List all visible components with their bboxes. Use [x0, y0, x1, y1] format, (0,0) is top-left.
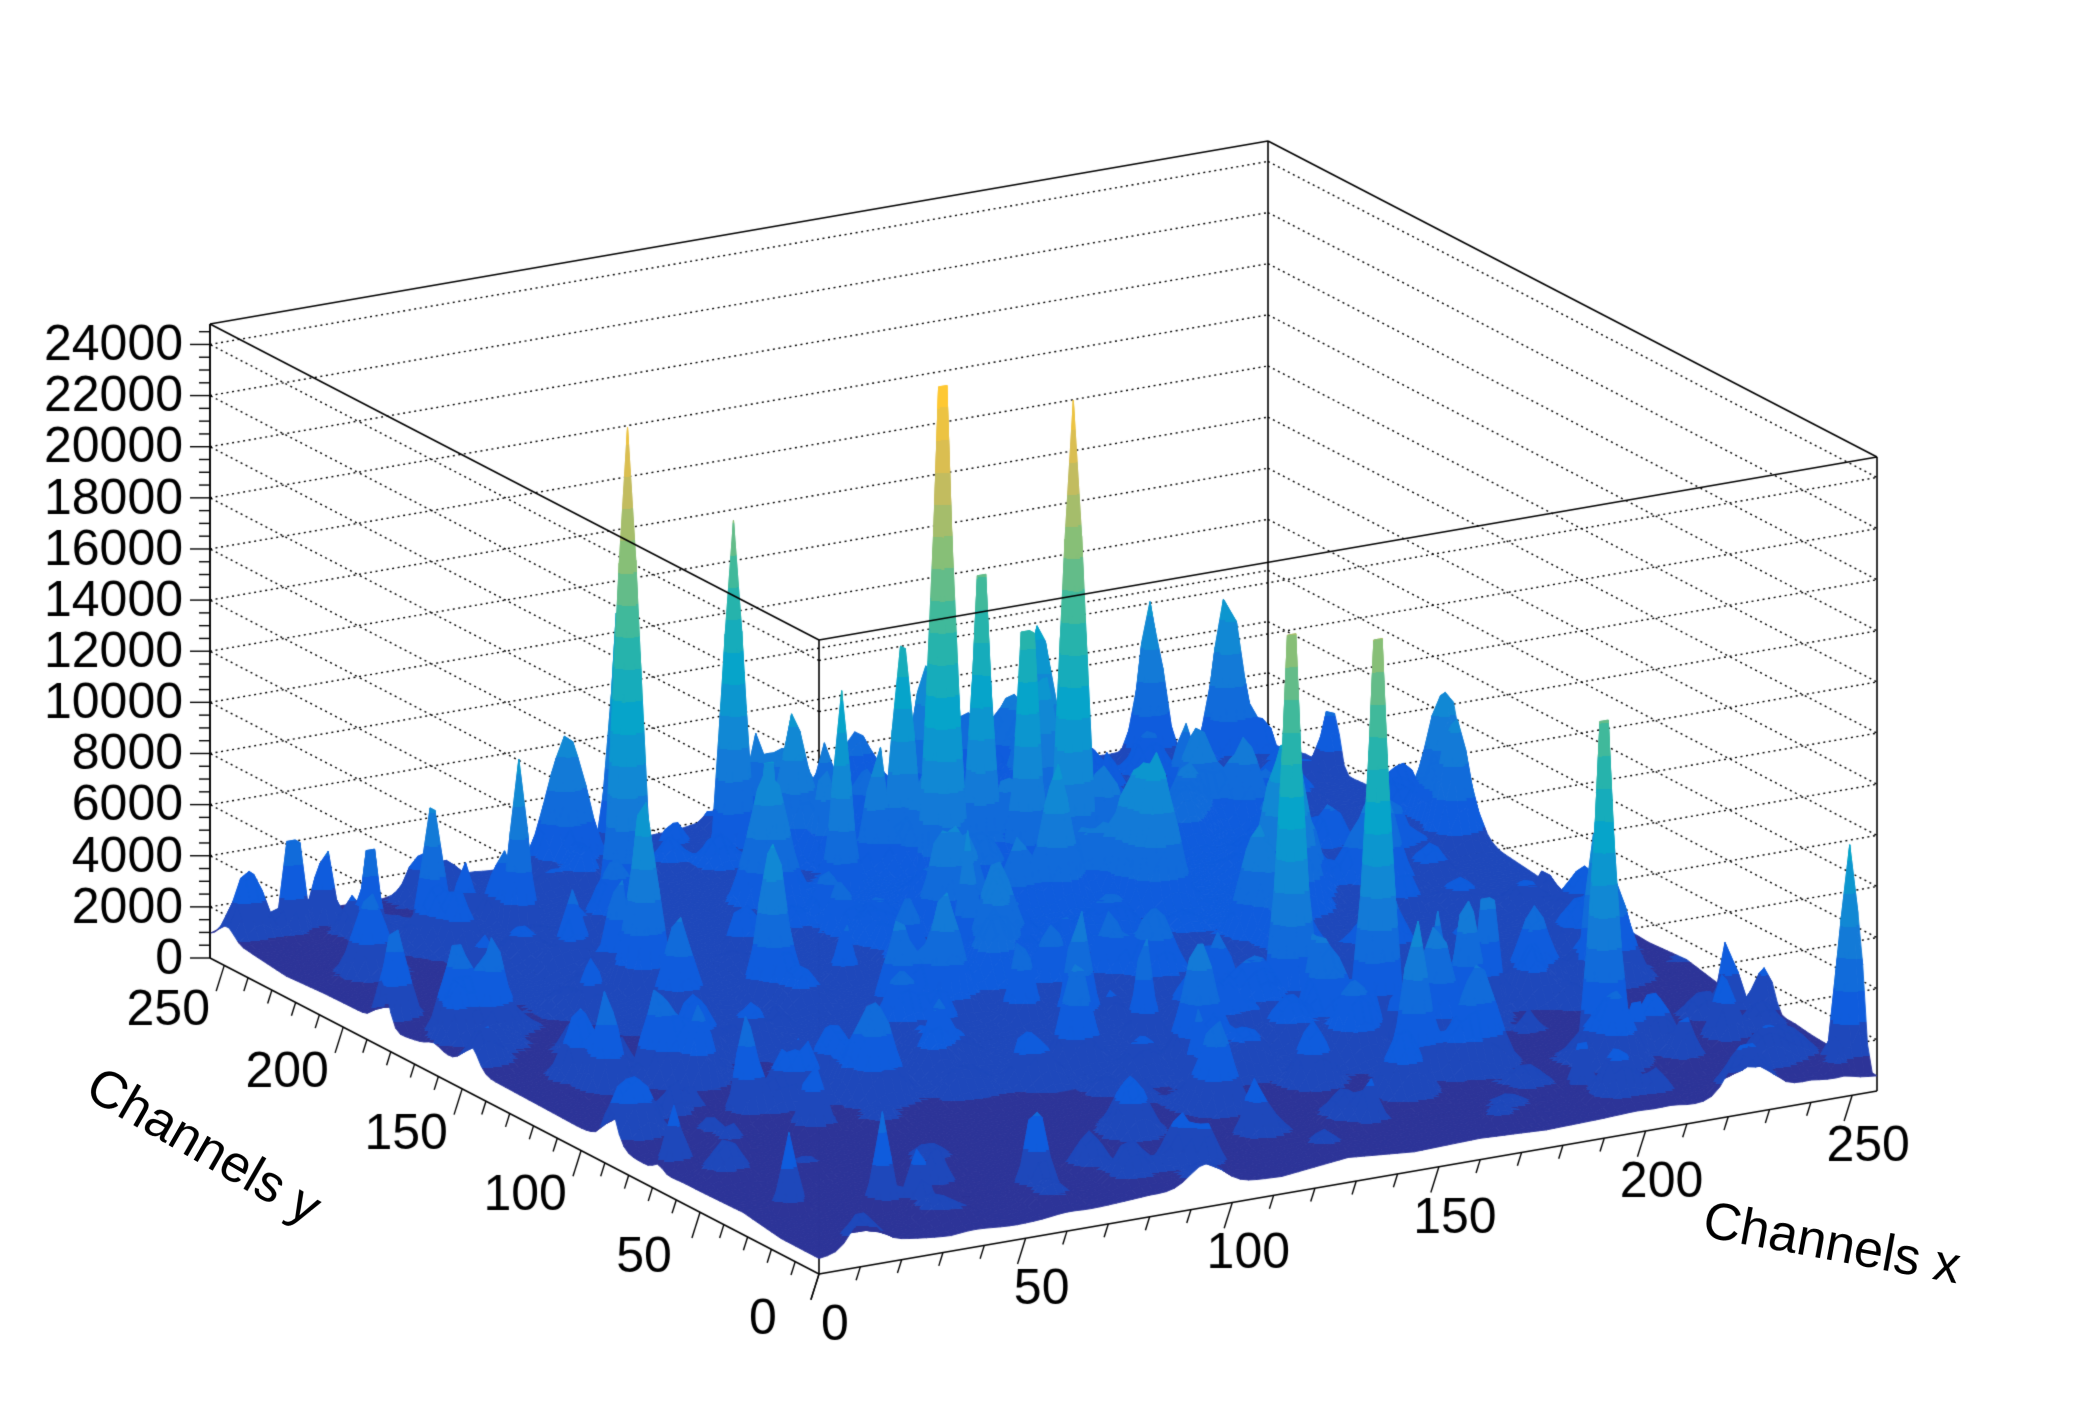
root-surface-figure: Channels x Channels y	[0, 0, 2088, 1416]
surface-plot-canvas	[0, 0, 2088, 1416]
